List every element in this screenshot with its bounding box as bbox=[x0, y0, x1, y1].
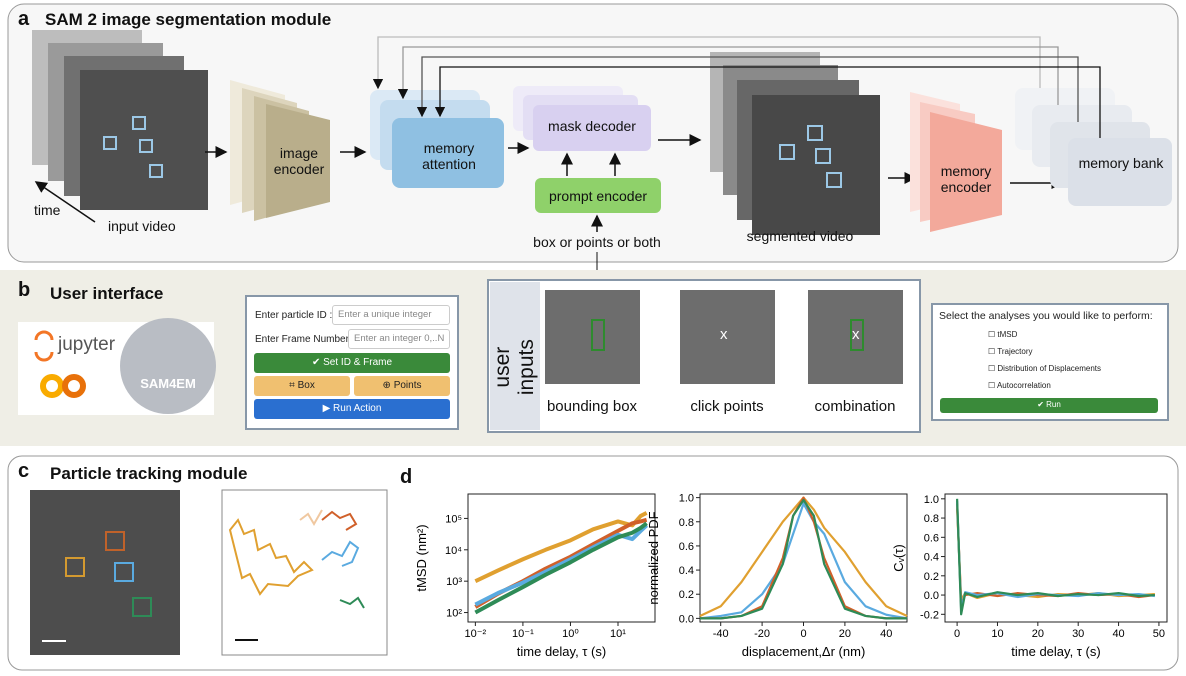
label: memory bank bbox=[1075, 155, 1167, 171]
label: image encoder bbox=[268, 145, 330, 177]
x-tick-label: 30 bbox=[1072, 628, 1084, 640]
panel-title: Particle tracking module bbox=[50, 464, 247, 484]
y-tick-label: 1.0 bbox=[679, 493, 694, 505]
button[interactable]: ⊕ Points bbox=[354, 376, 450, 396]
y-tick-label: 10⁵ bbox=[445, 513, 462, 525]
y-tick-label: 10² bbox=[446, 608, 462, 620]
label: segmented video bbox=[730, 228, 870, 244]
text-input[interactable]: Enter a unique integer bbox=[332, 305, 450, 325]
y-tick-label: 10⁴ bbox=[445, 545, 462, 557]
x-tick-label: 0 bbox=[800, 628, 806, 640]
trajectories bbox=[222, 490, 387, 655]
y-tick-label: 1.0 bbox=[924, 494, 939, 506]
button-label: Run bbox=[1046, 400, 1061, 409]
x-tick-label: 10⁰ bbox=[562, 628, 579, 640]
label: prompt encoder bbox=[535, 188, 661, 204]
x-tick-label: 10⁻² bbox=[465, 628, 487, 640]
button[interactable]: ✔ Set ID & Frame bbox=[254, 353, 450, 373]
y-tick-label: 0.6 bbox=[924, 532, 939, 544]
x-tick-label: 20 bbox=[839, 628, 851, 640]
x-tick-label: 50 bbox=[1153, 628, 1165, 640]
particle-image bbox=[30, 490, 180, 655]
y-axis-label: Cᵥ(τ) bbox=[891, 544, 906, 571]
y-tick-label: 0.2 bbox=[679, 589, 694, 601]
click-marker: x bbox=[852, 326, 860, 343]
y-axis-label: normalized PDF bbox=[646, 511, 661, 604]
y-tick-label: 10³ bbox=[446, 576, 462, 588]
button[interactable]: ▶ Run Action bbox=[254, 399, 450, 419]
button-label: Run Action bbox=[333, 403, 381, 414]
button[interactable]: ⌗ Box bbox=[254, 376, 350, 396]
y-tick-label: 0.8 bbox=[679, 517, 694, 529]
jupyter-logo-text: jupyter bbox=[58, 334, 115, 356]
checkbox-label: Distribution of Displacements bbox=[997, 364, 1101, 373]
form-label: Enter Frame Number: bbox=[255, 334, 352, 345]
user-inputs-title: user inputs bbox=[491, 317, 539, 417]
y-tick-label: 0.8 bbox=[924, 513, 939, 525]
form-label: Enter particle ID : bbox=[255, 310, 332, 321]
button-label: Set ID & Frame bbox=[323, 357, 392, 368]
y-tick-label: 0.4 bbox=[924, 552, 939, 564]
x-tick-label: 40 bbox=[880, 628, 892, 640]
panel-title: User interface bbox=[50, 284, 163, 304]
checkbox-label: Autocorrelation bbox=[997, 381, 1051, 390]
y-tick-label: 0.0 bbox=[679, 613, 694, 625]
option-label: combination bbox=[805, 398, 905, 415]
y-tick-label: 0.4 bbox=[679, 565, 694, 577]
checkbox-label: Trajectory bbox=[997, 347, 1032, 356]
checkbox-label: tMSD bbox=[997, 330, 1017, 339]
figure: 10⁻² 10⁻¹ 10⁰ 10¹ 10² 10³ 10⁴ 10⁵ time delay, τ … bbox=[0, 0, 1186, 676]
label: box or points or both bbox=[507, 234, 687, 250]
y-axis-label: tMSD (nm²) bbox=[414, 524, 429, 591]
x-axis-label: displacement,Δr (nm) bbox=[742, 644, 866, 659]
x-tick-label: -40 bbox=[713, 628, 729, 640]
option-label: click points bbox=[677, 398, 777, 415]
x-axis-label: time delay, τ (s) bbox=[517, 644, 606, 659]
label: time bbox=[34, 202, 60, 218]
text-input[interactable]: Enter an integer 0,..N bbox=[348, 329, 450, 349]
label: memory attention bbox=[395, 140, 503, 172]
y-tick-label: 0.2 bbox=[924, 571, 939, 583]
y-tick-label: 0.0 bbox=[924, 590, 939, 602]
x-tick-label: 10¹ bbox=[610, 628, 626, 640]
checkbox[interactable]: ☐ Distribution of Displacements bbox=[988, 364, 1101, 373]
x-tick-label: 40 bbox=[1112, 628, 1124, 640]
checkbox[interactable]: ☐ Autocorrelation bbox=[988, 381, 1051, 390]
panel-letter: d bbox=[400, 466, 412, 489]
label: memory encoder bbox=[932, 163, 1000, 195]
analyses-prompt: Select the analyses you would like to pe… bbox=[939, 310, 1153, 322]
sam4em-logo-text: SAM4EM bbox=[124, 377, 212, 392]
x-tick-label: 10⁻¹ bbox=[512, 628, 534, 640]
y-tick-label: -0.2 bbox=[920, 609, 939, 621]
click-marker: x bbox=[720, 326, 728, 343]
x-axis-label: time delay, τ (s) bbox=[1011, 644, 1100, 659]
checkbox[interactable]: ☐ tMSD bbox=[988, 330, 1017, 339]
button[interactable]: ✔ Run bbox=[940, 398, 1158, 413]
checkbox[interactable]: ☐ Trajectory bbox=[988, 347, 1033, 356]
y-tick-label: 0.6 bbox=[679, 541, 694, 553]
x-tick-label: 10 bbox=[991, 628, 1003, 640]
panel-title: SAM 2 image segmentation module bbox=[45, 10, 331, 30]
button-label: Box bbox=[298, 380, 315, 391]
x-tick-label: 20 bbox=[1032, 628, 1044, 640]
panel-letter: b bbox=[18, 279, 30, 302]
panel-letter: a bbox=[18, 8, 29, 31]
x-tick-label: -20 bbox=[754, 628, 770, 640]
option-label: bounding box bbox=[542, 398, 642, 415]
button-label: Points bbox=[394, 380, 422, 391]
label: mask decoder bbox=[533, 118, 651, 134]
label: input video bbox=[108, 218, 176, 234]
panel-letter: c bbox=[18, 460, 29, 483]
x-tick-label: 0 bbox=[954, 628, 960, 640]
